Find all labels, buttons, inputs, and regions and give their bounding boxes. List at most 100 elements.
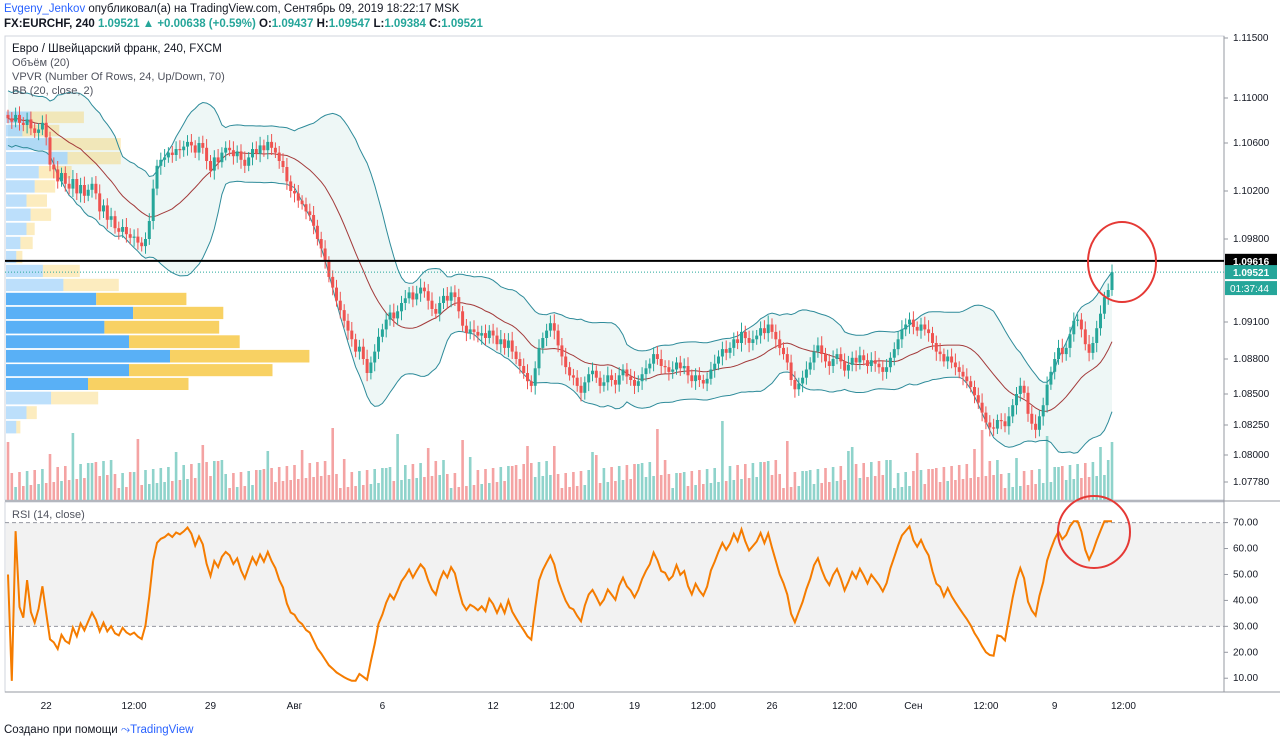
candle-body — [289, 181, 293, 191]
volume-bar — [331, 428, 334, 500]
volume-bar — [323, 461, 327, 500]
candle-body — [606, 375, 610, 383]
candle-body — [621, 369, 625, 376]
price-tick-label: 1.08800 — [1233, 354, 1270, 365]
author-link[interactable]: Evgeny_Jenkov — [4, 3, 86, 15]
volume-bar — [984, 476, 988, 500]
candle-body — [124, 227, 128, 235]
candle-body — [1030, 413, 1034, 424]
vpvr-down-row — [34, 180, 56, 193]
volume-bar — [102, 461, 105, 500]
candle-body — [728, 347, 732, 353]
footer-brand[interactable]: TradingView — [130, 724, 194, 736]
candle-body — [117, 228, 121, 232]
candle-body — [568, 367, 572, 376]
candle-body — [927, 329, 931, 334]
volume-bar — [457, 487, 461, 500]
volume-bar — [946, 481, 949, 500]
volume-bar — [805, 471, 808, 500]
vpvr-down-row — [16, 420, 21, 434]
candle-body — [648, 363, 652, 369]
volume-bar — [499, 467, 503, 500]
volume-bar — [617, 466, 621, 500]
candle-body — [449, 292, 453, 301]
candle-body — [793, 380, 797, 390]
time-tick-label: 29 — [205, 701, 217, 712]
volume-bar — [629, 479, 632, 500]
candle-body — [992, 427, 996, 429]
price-tick-label: 1.11000 — [1233, 93, 1269, 104]
candle-body — [251, 149, 254, 158]
candle-body — [235, 151, 239, 157]
volume-bar — [935, 468, 938, 500]
volume-bar — [41, 469, 44, 500]
candle-body — [1022, 385, 1026, 393]
volume-bar — [258, 470, 262, 500]
candle-body — [877, 363, 881, 368]
candle-body — [973, 387, 976, 396]
volume-bar — [335, 474, 338, 500]
candle-body — [1099, 313, 1102, 329]
candle-body — [747, 338, 751, 343]
volume-bar — [625, 465, 629, 500]
candle-body — [797, 383, 801, 390]
volume-bar — [900, 487, 904, 500]
vpvr-up-row — [6, 138, 52, 151]
volume-bar — [358, 471, 361, 500]
volume-bar — [1003, 488, 1007, 500]
candle-body — [94, 183, 98, 194]
candle-body — [583, 382, 587, 393]
candle-body — [484, 333, 487, 338]
candle-body — [377, 336, 380, 352]
price-tick-label: 1.09800 — [1233, 234, 1270, 245]
candle-body — [755, 335, 759, 340]
candle-body — [247, 157, 251, 166]
volume-bar — [1072, 479, 1076, 500]
volume-bar — [274, 482, 277, 500]
volume-bar — [942, 467, 946, 500]
volume-bar — [885, 460, 888, 500]
volume-bar — [86, 463, 90, 500]
volume-bar — [992, 475, 995, 500]
volume-bar — [106, 475, 109, 500]
volume-bar — [201, 445, 205, 500]
candle-body — [231, 150, 235, 157]
candle-body — [159, 159, 163, 166]
candle-body — [170, 152, 174, 155]
volume-bar — [889, 460, 892, 500]
candle-body — [625, 369, 629, 377]
volume-bar — [18, 472, 21, 500]
chart-canvas[interactable]: 1.11500 1.11000 1.10600 1.10200 1.09800 1.091… — [0, 0, 1280, 722]
volume-bar — [858, 478, 862, 500]
volume-bar — [774, 460, 778, 500]
candle-body — [740, 331, 743, 343]
volume-bar — [652, 476, 655, 500]
candle-body — [1064, 347, 1068, 355]
annotation-circle-price — [1087, 221, 1157, 303]
volume-bar — [614, 481, 617, 500]
vpvr-up-row — [6, 306, 134, 320]
candle-body — [701, 380, 705, 384]
volume-bar — [277, 467, 281, 500]
volume-bar — [109, 460, 113, 500]
candle-body — [327, 261, 331, 277]
candle-body — [652, 354, 656, 364]
volume-bar — [404, 465, 407, 500]
volume-bar — [843, 480, 846, 500]
volume-bar — [740, 479, 743, 500]
vpvr-down-row — [129, 364, 273, 377]
price-tick-label: 1.11500 — [1233, 33, 1269, 44]
price-tick-label: 1.09100 — [1233, 317, 1270, 328]
candle-body — [587, 374, 591, 383]
countdown-label: 01:37:44 — [1230, 284, 1269, 295]
volume-bar — [904, 472, 907, 500]
volume-bar — [472, 485, 476, 500]
open-value: 1.09437 — [271, 18, 314, 30]
volume-bar — [1019, 486, 1022, 500]
volume-bar — [468, 457, 472, 500]
candle-body — [468, 329, 472, 334]
volume-bar — [22, 486, 25, 500]
candle-body — [812, 351, 816, 363]
volume-bar — [1053, 467, 1056, 500]
volume-bar — [369, 484, 373, 500]
